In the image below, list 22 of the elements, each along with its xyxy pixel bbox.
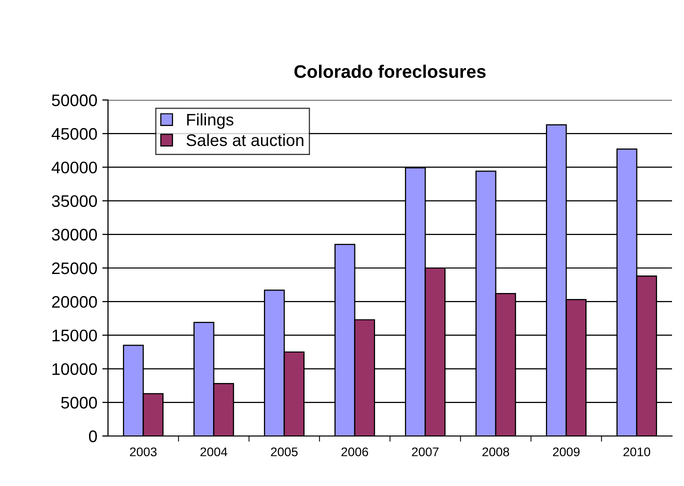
y-tick-label: 15000 <box>52 330 97 342</box>
x-tick-label: 2006 <box>341 447 368 456</box>
x-tick-label: 2004 <box>200 447 228 456</box>
y-tick-label: 50000 <box>52 94 97 106</box>
y-tick-label: 10000 <box>52 363 97 376</box>
y-tick-label: 40000 <box>52 162 97 174</box>
y-tick-label: 25000 <box>52 262 97 274</box>
y-tick-label: 0 <box>88 430 97 442</box>
y-tick-label: 5000 <box>61 396 97 409</box>
y-tick-label: 45000 <box>52 128 97 140</box>
legend-label: Filings <box>187 113 234 129</box>
y-tick-label: 20000 <box>52 296 97 308</box>
x-tick-label: 2010 <box>623 447 650 456</box>
legend-label: Sales at auction <box>186 134 304 146</box>
x-tick-label: 2009 <box>552 447 580 456</box>
y-tick-label: 35000 <box>52 195 97 208</box>
y-tick-label: 30000 <box>52 228 97 241</box>
x-tick-label: 2005 <box>270 447 298 456</box>
chart-title: Colorado foreclosures <box>294 64 486 78</box>
x-tick-label: 2008 <box>482 447 510 456</box>
x-tick-label: 2003 <box>130 447 157 456</box>
x-tick-label: 2007 <box>412 447 439 456</box>
